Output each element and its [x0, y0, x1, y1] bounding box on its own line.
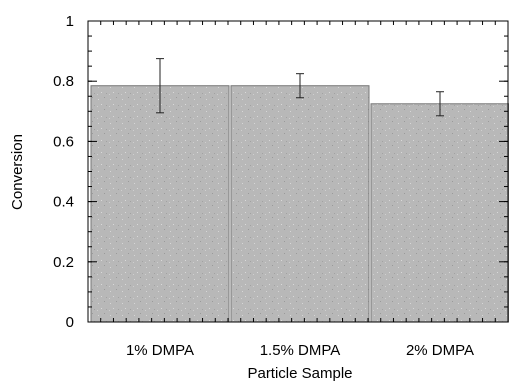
bars-layer	[90, 85, 509, 323]
y-tick-label: 0.8	[53, 73, 74, 90]
axes-layer	[87, 20, 509, 323]
x-category-label-2: 1.5% DMPA	[260, 342, 341, 359]
y-tick-label: 1	[66, 13, 74, 30]
y-tick-label: 0.4	[53, 194, 74, 211]
y-tick-label: 0.6	[53, 133, 74, 150]
x-category-label-1: 1% DMPA	[126, 342, 194, 359]
y-axis-title: Conversion	[9, 134, 26, 210]
error-bar-2	[296, 73, 304, 99]
error-bar-3	[436, 91, 444, 117]
bar-1	[90, 85, 230, 323]
labels-layer: 0 0.2 0.4 0.6 0.8 1 1% DMPA 1.5% DMPA 2% DMPA	[53, 13, 474, 359]
bar-2	[230, 85, 370, 323]
bar-3	[370, 103, 509, 323]
error-bar-1	[156, 58, 164, 114]
error-bars-layer	[156, 58, 444, 117]
x-axis-title: Particle Sample	[247, 365, 352, 382]
y-tick-label: 0	[66, 314, 74, 331]
y-tick-label: 0.2	[53, 254, 74, 271]
x-category-label-3: 2% DMPA	[406, 342, 474, 359]
